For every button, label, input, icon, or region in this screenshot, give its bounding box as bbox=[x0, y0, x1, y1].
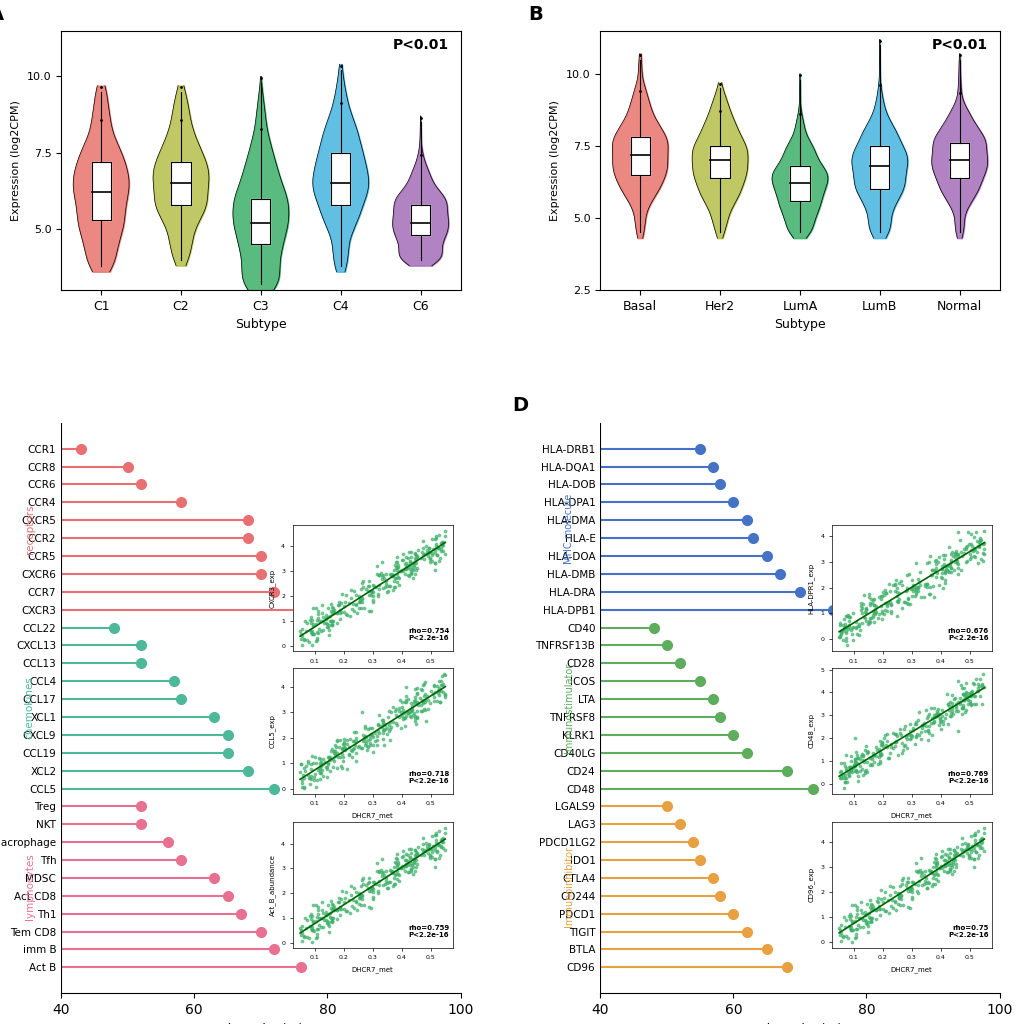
X-axis label: Subtype: Subtype bbox=[234, 318, 286, 332]
Text: P<0.01: P<0.01 bbox=[930, 39, 986, 52]
Text: Immunoinhibitor: Immunoinhibitor bbox=[564, 847, 573, 928]
X-axis label: Rho value(%): Rho value(%) bbox=[757, 1023, 842, 1024]
Text: receptors: receptors bbox=[24, 505, 35, 554]
Text: MHC molecule: MHC molecule bbox=[564, 494, 573, 564]
Y-axis label: Expression (log2CPM): Expression (log2CPM) bbox=[11, 100, 21, 221]
X-axis label: Subtype: Subtype bbox=[773, 318, 825, 332]
Y-axis label: Expression (log2CPM): Expression (log2CPM) bbox=[550, 100, 559, 221]
Text: Immunostimulator: Immunostimulator bbox=[564, 663, 573, 754]
Text: D: D bbox=[512, 396, 528, 416]
Text: chemokines: chemokines bbox=[24, 677, 35, 739]
Text: P<0.01: P<0.01 bbox=[392, 39, 448, 52]
Text: A: A bbox=[0, 5, 4, 25]
Text: lymphocytes: lymphocytes bbox=[24, 853, 35, 921]
Text: B: B bbox=[528, 5, 543, 25]
X-axis label: Rho value(%): Rho value(%) bbox=[218, 1023, 303, 1024]
